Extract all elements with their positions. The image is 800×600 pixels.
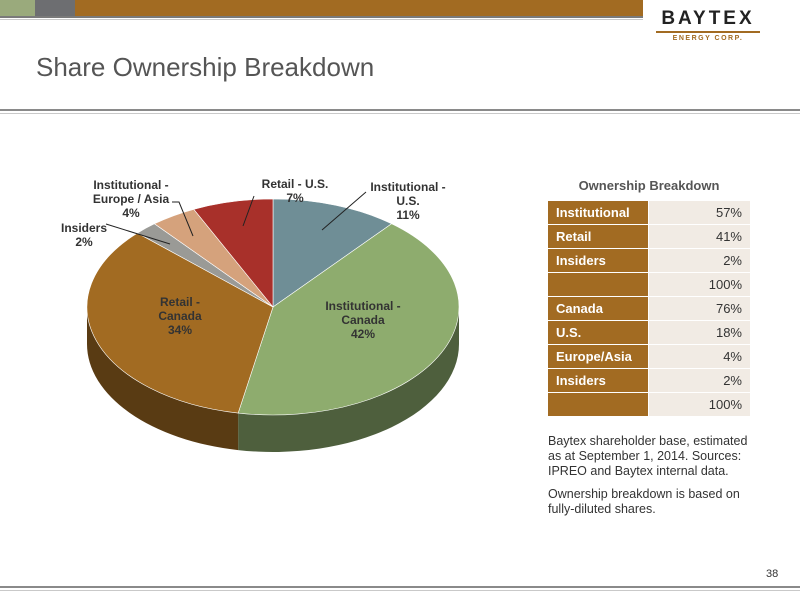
row-value: 100% [648,392,750,417]
pie-label-line: Retail - [160,295,200,309]
row-label: Institutional [548,201,649,225]
row-label: Insiders [548,248,649,273]
row-value: 18% [648,320,750,345]
title-separator-thin [0,113,800,114]
page-number: 38 [766,568,779,580]
logo-wordmark: BAYTEX [661,8,755,29]
footer-rule-thin [0,590,800,591]
table-row: Insiders 2% [548,248,750,273]
pie-slice-ica [237,223,460,416]
pie-label-line: 4% [122,206,140,220]
table-row: Retail 41% [548,224,750,249]
row-value: 57% [648,201,750,225]
pie-label-rus: Retail - U.S. 7% [262,177,329,205]
pie-label-line: Retail - U.S. [262,177,329,191]
pie-label-line: 2% [75,235,93,249]
row-label: Canada [548,296,649,321]
page-title: Share Ownership Breakdown [36,52,375,82]
pie-label-line: U.S. [396,194,419,208]
banner-block-green [0,0,35,16]
ownership-table: Institutional 57% Retail 41% Insiders 2% 100% C… [548,201,750,417]
table-title: Ownership Breakdown [578,178,720,193]
row-value: 2% [648,248,750,273]
row-value: 76% [648,296,750,321]
pie-label-line: 34% [168,323,192,337]
pie-label-line: Canada [341,313,385,327]
logo-rule [656,31,760,33]
pie-label-line: Canada [158,309,202,323]
logo-subtitle: ENERGY CORP. [672,35,744,42]
pie-top-slices [86,198,460,416]
pie-label-line: 42% [351,327,375,341]
banner-block-brown [75,0,643,16]
table-row: Canada 76% [548,296,750,321]
banner-block-gray [35,0,75,16]
pie-label-line: 7% [286,191,304,205]
pie-label-line: Institutional - [370,180,445,194]
header-rule [0,16,643,18]
pie-side-rca [87,307,239,451]
pie-label-ius: Institutional -U.S. 11% [370,180,445,222]
row-label: Retail [548,224,649,249]
pie-label-line: Europe / Asia [93,192,170,206]
pie-label-ica: Institutional -Canada 42% [325,299,400,341]
pie-label-line: 11% [396,208,420,222]
top-banner [0,0,643,16]
note-diluted-shares: Ownership breakdown is based on fully-di… [548,487,740,516]
title-separator [0,109,800,111]
ownership-pie-chart: Institutional -U.S. 11%Institutional -Can… [61,177,460,452]
row-label [548,392,649,417]
pie-side-ica [238,307,459,452]
pie-label-ieu: Institutional -Europe / Asia 4% [93,178,170,220]
company-logo: BAYTEX ENERGY CORP. [648,8,768,54]
pie-slice-rus [193,198,274,308]
leader-line-ius [321,191,367,231]
pie-label-ins: Insiders 2% [61,221,107,249]
header-rule-thin [0,19,643,20]
leader-line-ieu [172,201,194,237]
table-row: Insiders 2% [548,368,750,393]
leader-line-ins [105,223,171,245]
leader-line-rus [242,195,255,227]
row-value: 100% [648,272,750,297]
pie-side-walls [87,307,459,452]
pie-leader-lines [105,191,367,245]
table-row: Europe/Asia 4% [548,344,750,369]
pie-labels: Institutional -U.S. 11%Institutional -Can… [61,177,446,341]
table-row: 100% [548,392,750,417]
row-value: 41% [648,224,750,249]
row-value: 4% [648,344,750,369]
pie-slice-rca [86,232,274,414]
note-shareholder-base: Baytex shareholder base, estimated as at… [548,434,748,478]
row-value: 2% [648,368,750,393]
table-row: U.S. 18% [548,320,750,345]
row-label: Insiders [548,368,649,393]
table-row: 100% [548,272,750,297]
pie-slice-ius [272,198,393,308]
row-label: U.S. [548,320,649,345]
pie-label-rca: Retail -Canada 34% [158,295,202,337]
pie-label-line: Institutional - [325,299,400,313]
footer-rule [0,586,800,588]
row-label [548,272,649,297]
pie-label-line: Insiders [61,221,107,235]
row-label: Europe/Asia [548,344,649,369]
pie-label-line: Institutional - [93,178,168,192]
table-row: Institutional 57% [548,201,750,225]
